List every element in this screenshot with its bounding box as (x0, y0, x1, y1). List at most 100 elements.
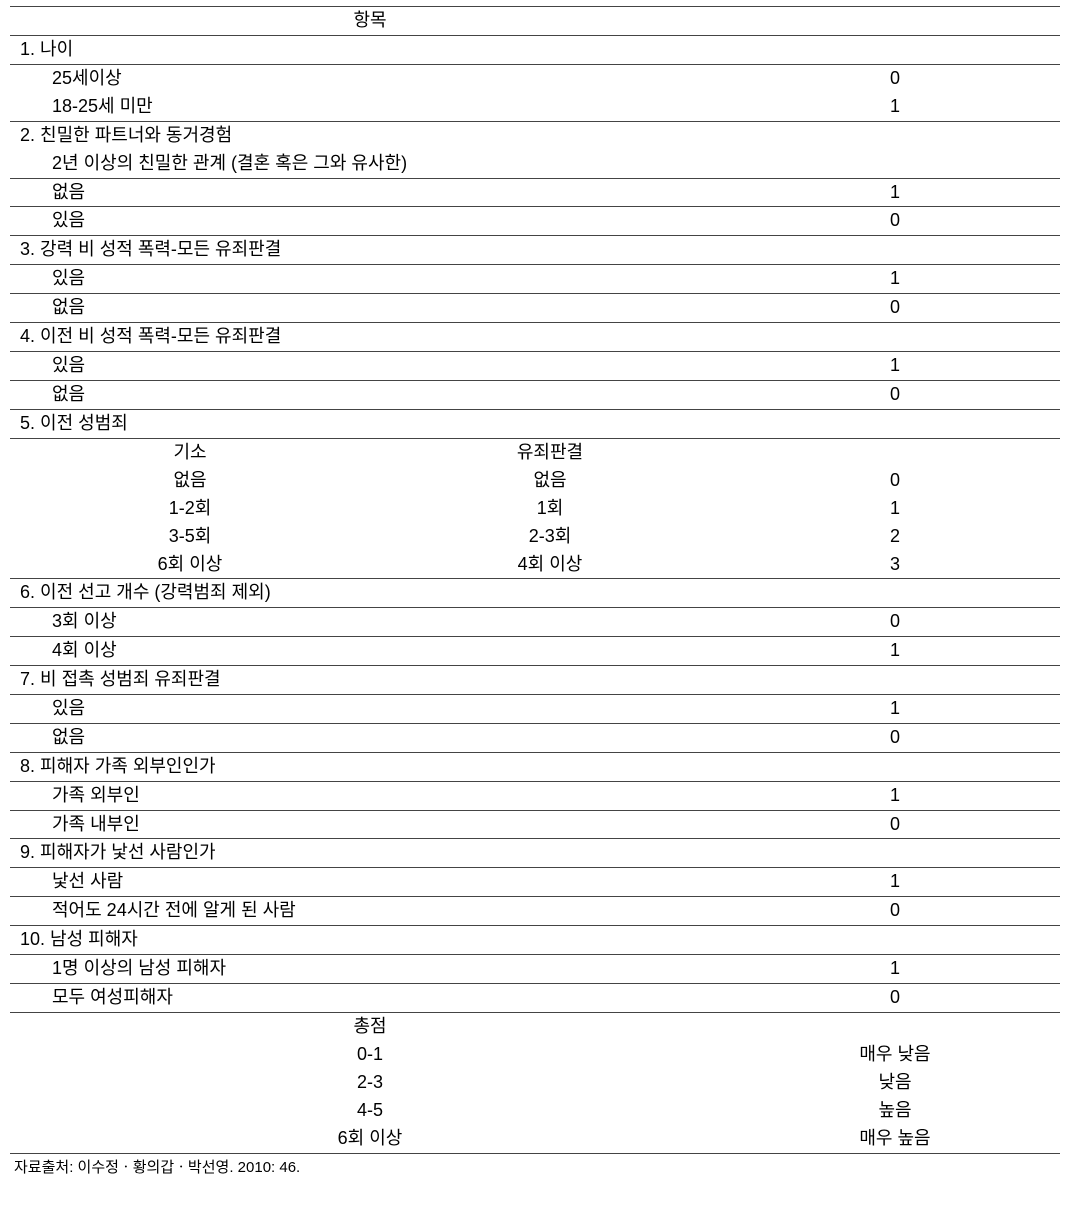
option-label: 가족 내부인 (10, 811, 730, 839)
header-row: 항목 (10, 6, 1060, 36)
option-label: 있음 (10, 695, 730, 723)
cell-b: 없음 (370, 467, 730, 495)
option-score: 0 (730, 294, 1060, 322)
section-1-row: 25세이상 0 (10, 65, 1060, 93)
cell-a: 6회 이상 (10, 551, 370, 579)
total-level: 매우 낮음 (730, 1041, 1060, 1069)
total-title-row: 총점 (10, 1013, 1060, 1041)
option-label: 낯선 사람 (10, 868, 730, 896)
section-6-row: 3회 이상 0 (10, 608, 1060, 637)
option-label: 있음 (10, 352, 730, 380)
total-level: 낮음 (730, 1069, 1060, 1097)
option-label: 4회 이상 (10, 637, 730, 665)
total-row: 4-5 높음 (10, 1097, 1060, 1125)
cell-a: 3-5회 (10, 523, 370, 551)
option-score: 1 (730, 93, 1060, 121)
option-score: 0 (730, 207, 1060, 235)
assessment-table: 항목 1. 나이 25세이상 0 18-25세 미만 1 2. 친밀한 파트너와… (10, 6, 1060, 1154)
section-10-row: 모두 여성피해자 0 (10, 984, 1060, 1013)
section-2-row: 없음 1 (10, 179, 1060, 208)
total-level: 높음 (730, 1097, 1060, 1125)
option-score: 0 (730, 65, 1060, 93)
section-8-title: 8. 피해자 가족 외부인인가 (10, 753, 1060, 782)
section-3-row: 있음 1 (10, 265, 1060, 294)
section-9-title: 9. 피해자가 낯선 사람인가 (10, 839, 1060, 868)
section-title: 6. 이전 선고 개수 (강력범죄 제외) (10, 579, 730, 607)
section-2-subtitle: 2년 이상의 친밀한 관계 (결혼 혹은 그와 유사한) (10, 150, 1060, 179)
option-label: 없음 (10, 381, 730, 409)
option-score: 2 (730, 523, 1060, 551)
section-5-row: 6회 이상 4회 이상 3 (10, 551, 1060, 580)
option-score: 0 (730, 811, 1060, 839)
option-label: 없음 (10, 724, 730, 752)
option-score: 1 (730, 179, 1060, 207)
section-title: 4. 이전 비 성적 폭력-모든 유죄판결 (10, 323, 730, 351)
section-subtitle: 2년 이상의 친밀한 관계 (결혼 혹은 그와 유사한) (10, 150, 730, 178)
section-10-row: 1명 이상의 남성 피해자 1 (10, 955, 1060, 984)
source-citation: 자료출처: 이수정ㆍ황의갑ㆍ박선영. 2010: 46. (10, 1156, 1060, 1177)
option-label: 있음 (10, 265, 730, 293)
option-score: 1 (730, 352, 1060, 380)
total-range: 2-3 (10, 1069, 730, 1097)
option-label: 모두 여성피해자 (10, 984, 730, 1012)
cell-b: 2-3회 (370, 523, 730, 551)
section-title: 10. 남성 피해자 (10, 926, 730, 954)
section-7-row: 있음 1 (10, 695, 1060, 724)
section-title: 5. 이전 성범죄 (10, 410, 730, 438)
subhead-b: 유죄판결 (370, 439, 730, 467)
section-title: 8. 피해자 가족 외부인인가 (10, 753, 730, 781)
option-score: 1 (730, 955, 1060, 983)
section-6-title: 6. 이전 선고 개수 (강력범죄 제외) (10, 579, 1060, 608)
option-label: 있음 (10, 207, 730, 235)
total-title: 총점 (10, 1013, 730, 1041)
section-4-title: 4. 이전 비 성적 폭력-모든 유죄판결 (10, 323, 1060, 352)
option-label: 25세이상 (10, 65, 730, 93)
section-5-row: 없음 없음 0 (10, 467, 1060, 495)
section-9-row: 낯선 사람 1 (10, 868, 1060, 897)
section-2-row: 있음 0 (10, 207, 1060, 236)
section-10-title: 10. 남성 피해자 (10, 926, 1060, 955)
cell-a: 없음 (10, 467, 370, 495)
option-label: 18-25세 미만 (10, 93, 730, 121)
section-5-row: 3-5회 2-3회 2 (10, 523, 1060, 551)
section-8-row: 가족 외부인 1 (10, 782, 1060, 811)
section-5-row: 1-2회 1회 1 (10, 495, 1060, 523)
option-label: 가족 외부인 (10, 782, 730, 810)
total-row: 0-1 매우 낮음 (10, 1041, 1060, 1069)
header-label: 항목 (10, 7, 730, 35)
section-title: 1. 나이 (10, 36, 730, 64)
total-range: 4-5 (10, 1097, 730, 1125)
option-score: 0 (730, 381, 1060, 409)
cell-a: 1-2회 (10, 495, 370, 523)
section-3-row: 없음 0 (10, 294, 1060, 323)
section-2-title: 2. 친밀한 파트너와 동거경험 (10, 122, 1060, 150)
cell-b: 4회 이상 (370, 551, 730, 579)
cell-b: 1회 (370, 495, 730, 523)
option-score: 0 (730, 467, 1060, 495)
total-range: 0-1 (10, 1041, 730, 1069)
section-title: 2. 친밀한 파트너와 동거경험 (10, 122, 730, 150)
option-score: 0 (730, 984, 1060, 1012)
option-score: 1 (730, 637, 1060, 665)
option-score: 0 (730, 724, 1060, 752)
subhead-a: 기소 (10, 439, 370, 467)
section-9-row: 적어도 24시간 전에 알게 된 사람 0 (10, 897, 1060, 926)
option-score: 0 (730, 608, 1060, 636)
section-7-row: 없음 0 (10, 724, 1060, 753)
option-score: 1 (730, 868, 1060, 896)
option-score: 1 (730, 265, 1060, 293)
section-4-row: 없음 0 (10, 381, 1060, 410)
total-range: 6회 이상 (10, 1125, 730, 1153)
section-title: 9. 피해자가 낯선 사람인가 (10, 839, 730, 867)
option-score: 3 (730, 551, 1060, 579)
section-1-title: 1. 나이 (10, 36, 1060, 65)
section-1-row: 18-25세 미만 1 (10, 93, 1060, 122)
option-score: 0 (730, 897, 1060, 925)
option-score: 1 (730, 782, 1060, 810)
option-label: 3회 이상 (10, 608, 730, 636)
option-score: 1 (730, 695, 1060, 723)
total-level: 매우 높음 (730, 1125, 1060, 1153)
option-label: 적어도 24시간 전에 알게 된 사람 (10, 897, 730, 925)
total-row: 2-3 낮음 (10, 1069, 1060, 1097)
option-score: 1 (730, 495, 1060, 523)
